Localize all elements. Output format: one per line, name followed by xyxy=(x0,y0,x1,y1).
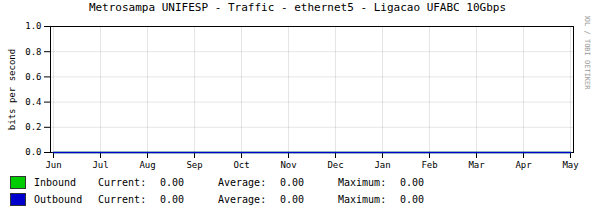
svg-text:RRDTOOL / TOBI OETIKER: RRDTOOL / TOBI OETIKER xyxy=(583,16,591,90)
svg-text:Nov: Nov xyxy=(280,160,296,170)
svg-text:Mar: Mar xyxy=(468,160,485,170)
svg-text:Jul: Jul xyxy=(92,160,108,170)
html-text:Current:: Current: xyxy=(98,194,147,205)
svg-text:0.4: 0.4 xyxy=(25,97,41,107)
html-text:0.00: 0.00 xyxy=(160,177,185,188)
html-text:0.00: 0.00 xyxy=(280,194,305,205)
svg-text:0.8: 0.8 xyxy=(25,47,41,57)
html-text:Inbound: Inbound xyxy=(34,177,77,188)
html-text:Current:: Current: xyxy=(98,177,147,188)
svg-text:Aug: Aug xyxy=(139,160,155,170)
svg-text:1.0: 1.0 xyxy=(25,21,41,31)
svg-text:Jun: Jun xyxy=(45,160,61,170)
svg-text:0.0: 0.0 xyxy=(25,147,41,157)
html-text:Maximum:: Maximum: xyxy=(338,177,387,188)
html-text:Average:: Average: xyxy=(218,177,267,188)
html-text:0.00: 0.00 xyxy=(280,177,305,188)
svg-text:Feb: Feb xyxy=(421,160,437,170)
html-text:0.00: 0.00 xyxy=(400,194,425,205)
html-text:Average:: Average: xyxy=(218,194,267,205)
svg-text:May: May xyxy=(562,160,579,170)
svg-text:Dec: Dec xyxy=(327,160,343,170)
html-text:0.00: 0.00 xyxy=(160,194,185,205)
html-text:Outbound: Outbound xyxy=(34,194,83,205)
svg-text:bits per second: bits per second xyxy=(7,49,17,130)
svg-text:Jan: Jan xyxy=(374,160,390,170)
svg-text:0.6: 0.6 xyxy=(25,72,41,82)
html-text:Metrosampa UNIFESP - Traffic -: Metrosampa UNIFESP - Traffic - ethernet5… xyxy=(88,1,507,14)
svg-text:Apr: Apr xyxy=(515,160,532,170)
html-text:0.00: 0.00 xyxy=(400,177,425,188)
html-text:Maximum:: Maximum: xyxy=(338,194,387,205)
svg-text:Sep: Sep xyxy=(186,160,202,170)
svg-text:0.2: 0.2 xyxy=(25,122,41,132)
svg-text:Oct: Oct xyxy=(233,160,249,170)
